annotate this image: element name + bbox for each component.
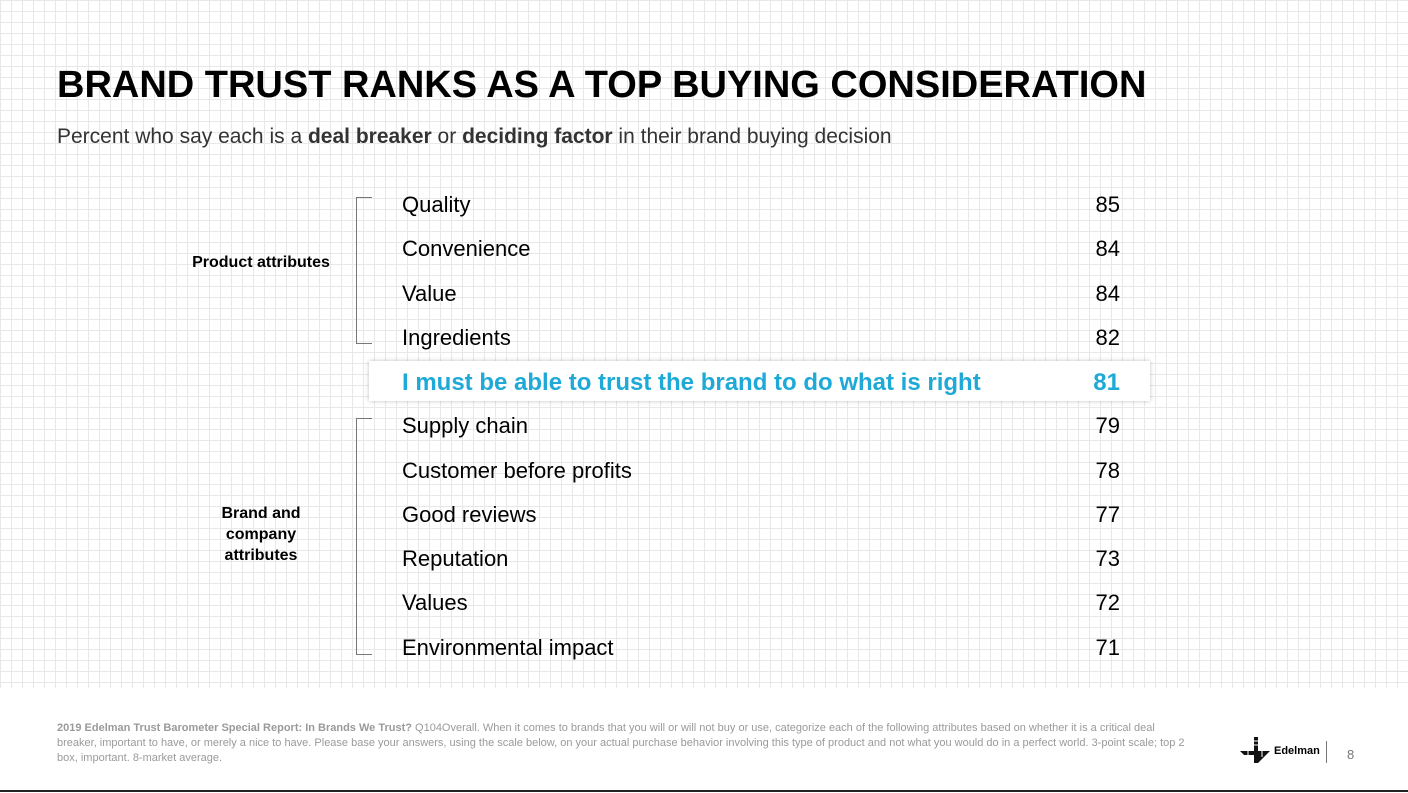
footnote-text: Q104Overall. When it comes to brands tha… xyxy=(57,722,1185,764)
bracket-product xyxy=(356,197,372,344)
footnote-source: 2019 Edelman Trust Barometer Special Rep… xyxy=(57,722,412,734)
row-value: 78 xyxy=(1095,458,1120,483)
footnote: 2019 Edelman Trust Barometer Special Rep… xyxy=(57,721,1187,766)
row-value: 84 xyxy=(1095,236,1120,261)
row-label: Good reviews xyxy=(402,502,537,527)
list-item: Good reviews 77 xyxy=(402,495,1120,535)
row-value: 77 xyxy=(1095,502,1120,527)
list-item: Ingredients 82 xyxy=(402,318,1120,358)
list-item: Supply chain 79 xyxy=(402,406,1120,446)
list-item: Values 72 xyxy=(402,583,1120,623)
group-label-product: Product attributes xyxy=(192,254,330,271)
row-label: Supply chain xyxy=(402,413,528,438)
row-label: Quality xyxy=(402,192,471,217)
row-label: Ingredients xyxy=(402,325,511,350)
list-item: Quality 85 xyxy=(402,185,1120,225)
row-value: 79 xyxy=(1095,413,1120,438)
highlight-box xyxy=(369,361,1150,401)
bottom-divider xyxy=(0,790,1408,792)
subtitle-mid: or xyxy=(431,125,463,148)
row-value: 73 xyxy=(1095,546,1120,571)
subtitle-post: in their brand buying decision xyxy=(612,125,892,148)
row-value: 81 xyxy=(1093,369,1120,396)
row-value: 84 xyxy=(1095,281,1120,306)
row-value: 85 xyxy=(1095,192,1120,217)
slide-title: BRAND TRUST RANKS AS A TOP BUYING CONSID… xyxy=(57,64,1147,106)
row-label: Values xyxy=(402,590,468,615)
list-item: Reputation 73 xyxy=(402,539,1120,579)
edelman-logo-icon xyxy=(1240,737,1270,763)
row-label: Reputation xyxy=(402,546,509,571)
logo-separator xyxy=(1326,741,1327,763)
row-label: Environmental impact xyxy=(402,635,614,660)
row-value: 82 xyxy=(1095,325,1120,350)
edelman-logo: Edelman xyxy=(1240,737,1320,765)
list-item: Convenience 84 xyxy=(402,229,1120,269)
logo-text: Edelman xyxy=(1274,745,1320,757)
subtitle-bold-deciding-factor: deciding factor xyxy=(462,125,613,148)
list-item: Environmental impact 71 xyxy=(402,628,1120,668)
row-value: 71 xyxy=(1095,635,1120,660)
slide-subtitle: Percent who say each is a deal breaker o… xyxy=(57,125,892,149)
highlighted-row: I must be able to trust the brand to do … xyxy=(402,363,1120,403)
row-value: 72 xyxy=(1095,590,1120,615)
subtitle-pre: Percent who say each is a xyxy=(57,125,308,148)
page-number: 8 xyxy=(1347,747,1355,762)
list-item: Customer before profits 78 xyxy=(402,451,1120,491)
row-label: Value xyxy=(402,281,457,306)
row-label: Customer before profits xyxy=(402,458,632,483)
row-label: Convenience xyxy=(402,236,531,261)
list-item: Value 84 xyxy=(402,274,1120,314)
bracket-brand xyxy=(356,418,372,655)
subtitle-bold-deal-breaker: deal breaker xyxy=(307,125,432,148)
row-label: I must be able to trust the brand to do … xyxy=(402,369,981,396)
group-label-brand: Brand and company attributes xyxy=(221,505,301,564)
footer xyxy=(0,688,1408,793)
